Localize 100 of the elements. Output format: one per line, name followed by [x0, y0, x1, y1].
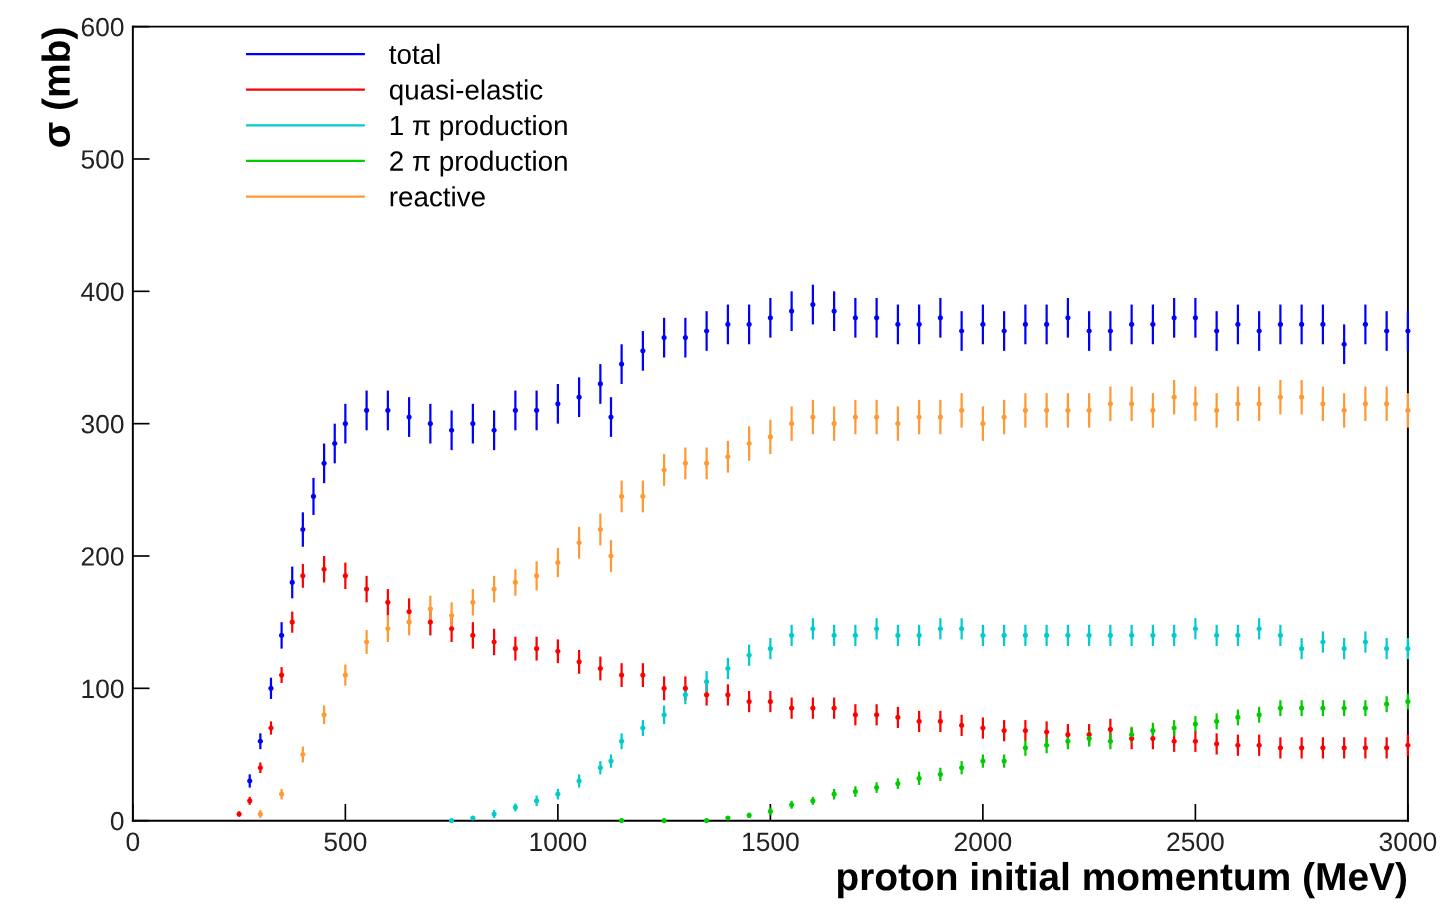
point: [619, 738, 625, 744]
y-tick-label: 500: [81, 150, 124, 169]
point: [1065, 632, 1071, 638]
legend-label: 1 π production: [390, 114, 567, 141]
point: [704, 692, 710, 698]
point: [682, 692, 688, 698]
point: [576, 659, 582, 665]
point: [1001, 632, 1007, 638]
point: [1171, 738, 1177, 744]
point: [512, 646, 518, 652]
point: [661, 818, 667, 824]
point: [937, 718, 943, 725]
point: [608, 758, 614, 764]
point: [1384, 401, 1390, 407]
point: [1192, 721, 1198, 727]
point: [449, 818, 455, 824]
point: [1341, 407, 1347, 414]
point: [555, 648, 561, 654]
point: [916, 775, 922, 781]
x-tick-label: 1000: [530, 832, 587, 852]
point: [959, 722, 965, 728]
point: [1150, 736, 1156, 742]
point: [1107, 738, 1113, 744]
y-tick-label: 100: [82, 679, 124, 699]
point: [937, 414, 943, 420]
point: [1235, 714, 1241, 721]
point: [980, 632, 986, 638]
point: [640, 725, 646, 731]
point: [1320, 705, 1326, 711]
point: [300, 573, 306, 579]
point: [321, 712, 327, 718]
point: [1320, 401, 1326, 407]
point: [1107, 632, 1113, 638]
point: [640, 672, 646, 678]
point: [789, 632, 795, 638]
point: [704, 460, 710, 466]
point: [874, 712, 880, 718]
point: [746, 698, 752, 705]
point: [980, 758, 986, 764]
point: [874, 626, 880, 632]
point: [682, 685, 688, 691]
point: [725, 454, 731, 460]
point: [406, 619, 412, 625]
point: [1022, 632, 1028, 638]
point: [1044, 632, 1050, 638]
point: [1086, 632, 1092, 638]
point: [491, 639, 497, 645]
point: [661, 712, 667, 718]
point: [1192, 626, 1198, 632]
point: [1235, 401, 1241, 407]
point: [342, 672, 348, 678]
point: [1065, 407, 1071, 414]
point: [746, 652, 752, 658]
point: [1256, 742, 1262, 748]
point: [300, 751, 306, 758]
legend-label: total: [389, 43, 440, 65]
point: [321, 566, 327, 572]
point: [576, 540, 582, 546]
point: [1256, 401, 1262, 407]
point: [916, 718, 922, 725]
x-tick-label: 3000: [1379, 832, 1437, 852]
point: [1405, 407, 1411, 414]
point: [449, 612, 455, 619]
point: [534, 646, 540, 652]
point: [608, 553, 614, 559]
point: [682, 460, 688, 466]
point: [852, 414, 858, 420]
point: [1362, 401, 1368, 407]
point: [852, 632, 858, 638]
point: [1277, 745, 1283, 751]
point: [1129, 401, 1135, 407]
point: [1022, 745, 1028, 751]
point: [1299, 646, 1305, 652]
point: [597, 526, 603, 533]
point: [619, 672, 625, 678]
point: [1192, 401, 1198, 407]
point: [1171, 725, 1177, 731]
point: [1129, 632, 1135, 638]
point: [895, 421, 901, 427]
point: [959, 626, 965, 632]
point: [1299, 745, 1305, 751]
point: [959, 765, 965, 771]
x-tick-label: 2500: [1167, 832, 1224, 852]
point: [1214, 718, 1220, 725]
y-tick-label: 300: [81, 414, 124, 434]
point: [980, 421, 986, 427]
point: [1171, 394, 1177, 400]
point: [1362, 745, 1368, 751]
point: [1405, 698, 1411, 705]
point: [1277, 394, 1283, 400]
point: [1044, 407, 1050, 414]
point: [852, 712, 858, 718]
point: [491, 586, 497, 592]
point: [1171, 632, 1177, 638]
point: [1214, 741, 1220, 747]
point: [1001, 728, 1007, 734]
y-tick-label: 400: [81, 282, 124, 302]
point: [1086, 736, 1092, 742]
x-tick-label: 2000: [954, 832, 1012, 852]
point: [831, 705, 837, 711]
